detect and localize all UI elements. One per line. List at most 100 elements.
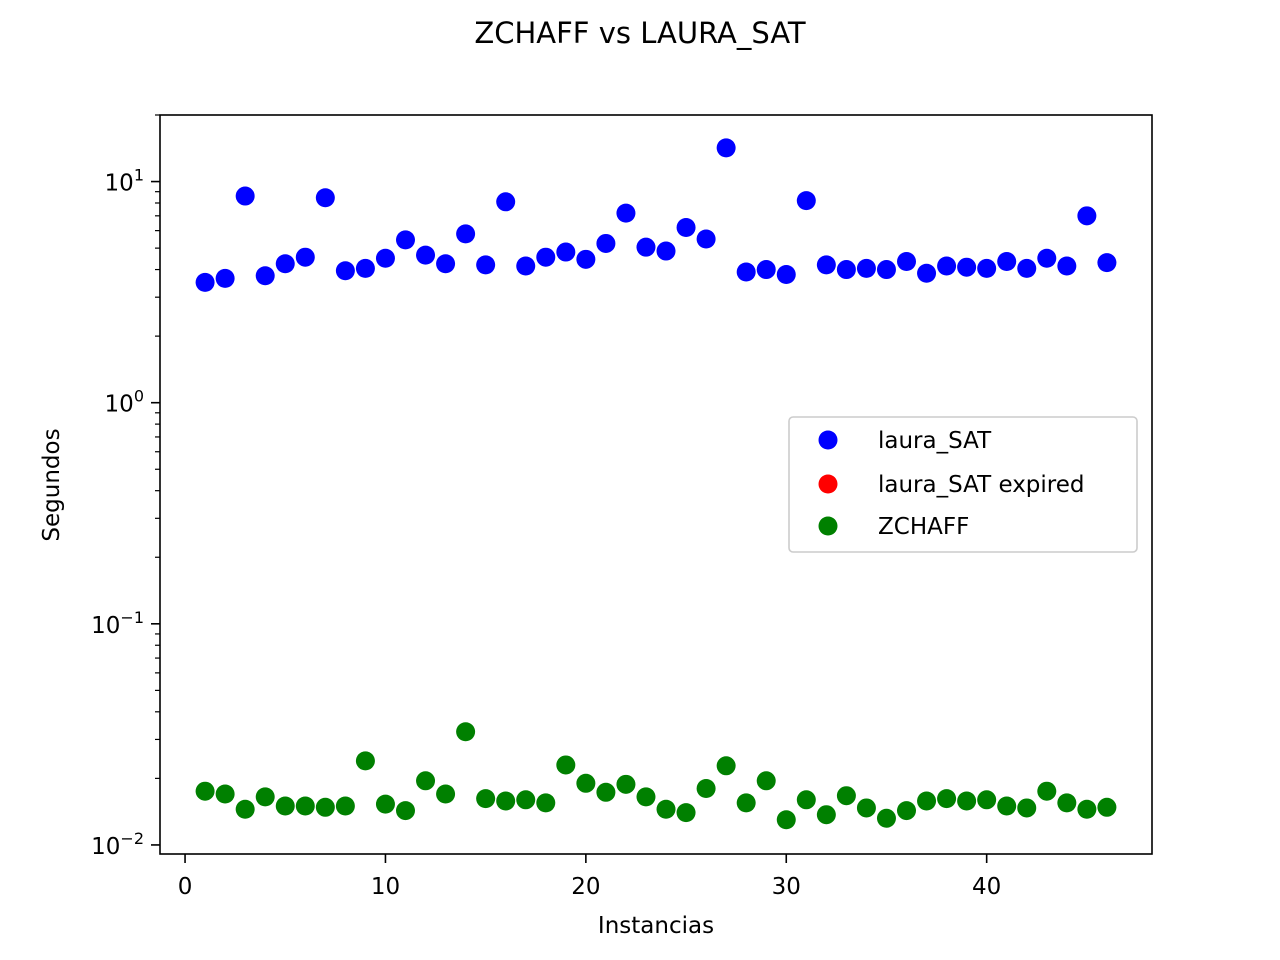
- point-zchaff-19: [556, 755, 576, 775]
- point-zchaff-1: [195, 781, 215, 801]
- point-zchaff-25: [676, 803, 696, 823]
- point-zchaff-33: [836, 786, 856, 806]
- point-laura-sat-19: [556, 242, 576, 262]
- point-laura-sat-17: [516, 256, 536, 276]
- point-laura-sat-32: [816, 255, 836, 275]
- point-laura-sat-30: [776, 264, 796, 284]
- point-zchaff-40: [977, 790, 997, 810]
- point-laura-sat-40: [977, 258, 997, 278]
- point-laura-sat-6: [295, 247, 315, 267]
- point-laura-sat-4: [255, 266, 275, 286]
- point-zchaff-17: [516, 790, 536, 810]
- point-zchaff-27: [716, 756, 736, 776]
- legend-label-laura-sat-expired: laura_SAT expired: [878, 472, 1085, 498]
- point-laura-sat-39: [957, 257, 977, 277]
- x-tick-label-0: 0: [178, 874, 193, 900]
- point-laura-sat-43: [1037, 248, 1057, 268]
- point-laura-sat-2: [215, 268, 235, 288]
- point-zchaff-14: [456, 722, 476, 742]
- point-zchaff-29: [756, 771, 776, 791]
- point-zchaff-35: [876, 808, 896, 828]
- point-zchaff-36: [897, 801, 917, 821]
- y-tick-exponent: 0: [134, 387, 144, 406]
- x-tick-label-30: 30: [772, 874, 801, 900]
- point-laura-sat-38: [937, 256, 957, 276]
- chart-title: ZCHAFF vs LAURA_SAT: [474, 16, 806, 50]
- point-laura-sat-24: [656, 241, 676, 261]
- point-zchaff-6: [295, 796, 315, 816]
- point-laura-sat-34: [856, 258, 876, 278]
- point-zchaff-11: [395, 801, 415, 821]
- point-laura-sat-29: [756, 260, 776, 280]
- point-laura-sat-22: [616, 203, 636, 223]
- point-zchaff-32: [816, 805, 836, 825]
- point-zchaff-18: [536, 793, 556, 813]
- point-laura-sat-14: [456, 224, 476, 244]
- point-zchaff-37: [917, 791, 937, 811]
- point-laura-sat-44: [1057, 256, 1077, 276]
- point-zchaff-4: [255, 787, 275, 807]
- x-tick-label-40: 40: [972, 874, 1001, 900]
- point-zchaff-22: [616, 774, 636, 794]
- point-laura-sat-15: [476, 255, 496, 275]
- legend-marker-laura-sat-expired: [818, 474, 838, 494]
- point-laura-sat-42: [1017, 258, 1037, 278]
- point-laura-sat-26: [696, 229, 716, 249]
- legend-marker-laura-sat: [818, 430, 838, 450]
- plot-marks: [195, 138, 1117, 830]
- point-zchaff-2: [215, 784, 235, 804]
- legend-label-laura-sat: laura_SAT: [878, 428, 992, 454]
- point-laura-sat-9: [355, 258, 375, 278]
- point-laura-sat-8: [335, 261, 355, 281]
- point-laura-sat-20: [576, 249, 596, 269]
- point-zchaff-38: [937, 789, 957, 809]
- point-laura-sat-16: [496, 192, 516, 212]
- point-zchaff-16: [496, 791, 516, 811]
- point-zchaff-42: [1017, 798, 1037, 818]
- point-zchaff-24: [656, 799, 676, 819]
- point-laura-sat-13: [436, 254, 456, 274]
- point-laura-sat-1: [195, 272, 215, 292]
- point-zchaff-15: [476, 789, 496, 809]
- point-zchaff-20: [576, 773, 596, 793]
- point-laura-sat-11: [395, 230, 415, 250]
- point-zchaff-3: [235, 799, 255, 819]
- legend-box: [788, 416, 1138, 553]
- point-zchaff-34: [856, 798, 876, 818]
- point-zchaff-43: [1037, 781, 1057, 801]
- point-laura-sat-37: [917, 263, 937, 283]
- point-laura-sat-36: [897, 252, 917, 272]
- point-laura-sat-5: [275, 254, 295, 274]
- point-laura-sat-28: [736, 262, 756, 282]
- point-laura-sat-18: [536, 247, 556, 267]
- point-zchaff-13: [436, 784, 456, 804]
- x-axis-label: Instancias: [598, 913, 714, 939]
- point-zchaff-7: [315, 797, 335, 817]
- point-laura-sat-35: [876, 260, 896, 280]
- point-zchaff-12: [416, 771, 436, 791]
- point-laura-sat-41: [997, 252, 1017, 272]
- point-zchaff-45: [1077, 799, 1097, 819]
- point-zchaff-21: [596, 782, 616, 802]
- x-tick-label-20: 20: [571, 874, 600, 900]
- point-laura-sat-45: [1077, 206, 1097, 226]
- point-zchaff-23: [636, 787, 656, 807]
- point-zchaff-44: [1057, 793, 1077, 813]
- point-laura-sat-33: [836, 260, 856, 280]
- point-zchaff-39: [957, 791, 977, 811]
- point-laura-sat-7: [315, 188, 335, 208]
- x-tick-label-10: 10: [371, 874, 400, 900]
- point-laura-sat-21: [596, 233, 616, 253]
- point-zchaff-26: [696, 778, 716, 798]
- y-axis-label: Segundos: [39, 428, 65, 541]
- point-zchaff-41: [997, 796, 1017, 816]
- legend-label-zchaff: ZCHAFF: [878, 514, 969, 540]
- point-laura-sat-23: [636, 237, 656, 257]
- point-zchaff-31: [796, 790, 816, 810]
- y-tick-exponent: 1: [134, 166, 144, 185]
- point-zchaff-9: [355, 751, 375, 771]
- y-tick-exponent: −1: [120, 608, 144, 627]
- point-zchaff-46: [1097, 797, 1117, 817]
- point-laura-sat-31: [796, 191, 816, 211]
